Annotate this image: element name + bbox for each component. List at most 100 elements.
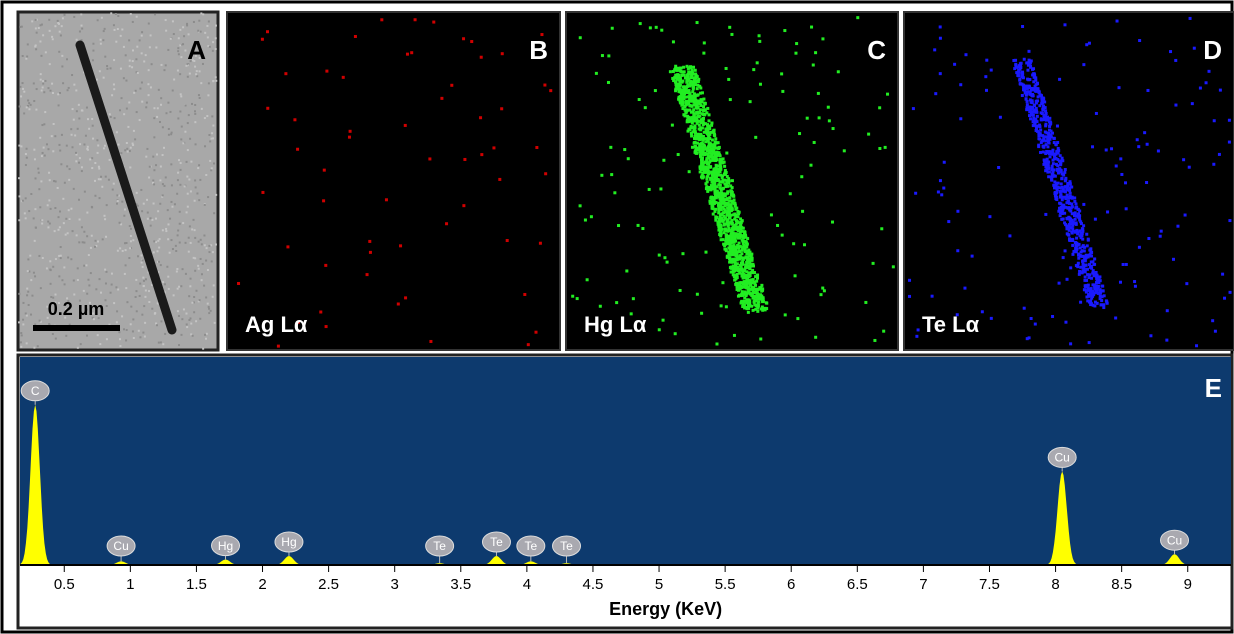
dot — [1042, 104, 1046, 108]
dot — [1034, 101, 1038, 105]
noise — [177, 344, 180, 347]
noise — [149, 34, 152, 37]
peak — [19, 404, 51, 565]
dot — [1185, 282, 1189, 286]
noise — [208, 244, 211, 247]
dot — [1093, 304, 1097, 308]
dot — [739, 264, 743, 268]
dot — [723, 198, 727, 202]
dot — [1096, 284, 1100, 288]
noise — [163, 184, 166, 187]
dot — [671, 40, 675, 44]
dot — [674, 87, 678, 91]
noise — [129, 234, 132, 237]
dot — [1014, 58, 1018, 62]
dot — [891, 265, 895, 269]
noise — [31, 294, 34, 297]
noise — [141, 100, 144, 103]
noise — [153, 107, 156, 110]
dot — [716, 167, 720, 171]
dot — [1043, 135, 1047, 139]
noise — [28, 108, 31, 111]
noise — [76, 267, 79, 270]
dot — [781, 89, 785, 93]
noise — [184, 104, 187, 107]
dot — [1072, 214, 1076, 218]
dot — [756, 276, 760, 280]
noise — [80, 170, 83, 173]
noise — [211, 251, 214, 254]
dot — [746, 265, 750, 269]
dot — [1093, 287, 1097, 291]
dot — [710, 138, 714, 142]
dot — [670, 123, 674, 127]
dot — [410, 51, 414, 55]
dot — [1070, 196, 1074, 200]
dot — [1036, 95, 1040, 99]
dot — [730, 208, 734, 212]
noise — [33, 100, 36, 103]
dot — [715, 173, 719, 177]
noise — [159, 165, 162, 168]
noise — [106, 65, 109, 68]
dot — [1028, 86, 1032, 90]
dot — [1049, 150, 1053, 154]
dot — [1078, 209, 1082, 213]
noise — [147, 271, 150, 274]
dot — [609, 145, 613, 149]
noise — [128, 150, 131, 153]
noise — [193, 295, 196, 298]
dot — [1080, 231, 1084, 235]
noise — [178, 159, 181, 162]
noise — [113, 88, 116, 91]
peak — [515, 561, 547, 565]
dot — [1098, 279, 1102, 283]
dot — [1028, 110, 1032, 114]
dot — [1093, 285, 1097, 289]
noise — [19, 25, 22, 28]
noise — [47, 220, 50, 223]
dot — [643, 106, 647, 110]
dot — [697, 101, 701, 105]
dot — [676, 87, 680, 91]
dot — [661, 318, 665, 322]
dot — [500, 107, 504, 111]
dot — [1070, 230, 1074, 234]
x-tick-label: 6 — [787, 576, 795, 593]
noise — [199, 257, 202, 260]
dot — [732, 275, 736, 279]
dot — [1082, 224, 1086, 228]
dot — [629, 312, 633, 316]
noise — [161, 183, 164, 186]
noise — [137, 255, 140, 258]
noise — [85, 308, 88, 311]
dot — [1058, 214, 1062, 218]
noise — [59, 149, 62, 152]
noise — [78, 241, 81, 244]
noise — [77, 161, 80, 164]
noise — [75, 160, 78, 163]
dot — [1029, 59, 1033, 63]
dot — [1064, 178, 1068, 182]
dot — [1037, 143, 1041, 147]
dot — [733, 235, 737, 239]
noise — [193, 59, 196, 62]
dot — [1076, 230, 1080, 234]
noise — [152, 155, 155, 158]
dot — [727, 211, 731, 215]
dot — [598, 304, 602, 308]
dot — [1064, 320, 1068, 324]
dot — [663, 256, 667, 260]
dot — [938, 72, 942, 76]
dot — [1034, 127, 1038, 131]
dot — [687, 102, 691, 106]
dot — [1039, 128, 1043, 132]
dot — [701, 152, 705, 156]
noise — [177, 50, 180, 53]
dot — [751, 262, 755, 266]
noise — [18, 105, 21, 108]
dot — [1078, 246, 1082, 250]
dot — [745, 301, 749, 305]
noise — [149, 217, 152, 220]
dot — [1032, 110, 1036, 114]
